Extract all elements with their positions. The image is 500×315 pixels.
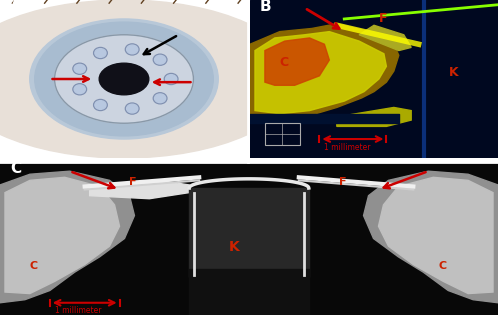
Text: B: B [260,0,272,14]
Ellipse shape [164,73,178,84]
Ellipse shape [73,84,86,95]
Text: 1 millimeter: 1 millimeter [324,143,371,152]
Ellipse shape [95,101,106,109]
Polygon shape [359,25,411,51]
Ellipse shape [73,63,86,74]
Polygon shape [250,24,399,123]
Polygon shape [0,171,134,303]
Text: 1 millimeter: 1 millimeter [55,306,102,315]
Bar [189,188,309,277]
Ellipse shape [154,94,166,103]
Circle shape [34,22,214,136]
Circle shape [99,63,149,95]
Text: C: C [438,261,446,271]
Ellipse shape [166,75,176,83]
Text: K: K [229,240,240,254]
Text: F: F [338,177,346,187]
Polygon shape [5,177,119,294]
Text: K: K [448,66,458,79]
Polygon shape [337,107,411,126]
Ellipse shape [74,64,86,73]
Text: F: F [379,12,388,25]
Ellipse shape [126,104,138,113]
Ellipse shape [154,55,166,64]
Ellipse shape [154,93,167,104]
Text: A: A [10,0,22,14]
Text: C: C [280,56,289,69]
Ellipse shape [126,44,139,55]
Ellipse shape [74,85,86,94]
Polygon shape [255,32,386,114]
Ellipse shape [126,45,138,54]
Ellipse shape [0,0,298,158]
Ellipse shape [94,100,108,111]
Text: F: F [130,177,137,187]
Bar [265,123,300,145]
Ellipse shape [126,103,139,114]
Ellipse shape [95,49,106,57]
Text: C: C [30,261,38,271]
Ellipse shape [154,54,167,65]
Polygon shape [265,38,330,85]
Text: C: C [10,161,21,176]
Circle shape [30,19,218,139]
Ellipse shape [94,48,108,59]
Polygon shape [90,180,189,199]
Polygon shape [364,171,498,303]
Polygon shape [378,177,493,294]
Circle shape [54,35,194,123]
